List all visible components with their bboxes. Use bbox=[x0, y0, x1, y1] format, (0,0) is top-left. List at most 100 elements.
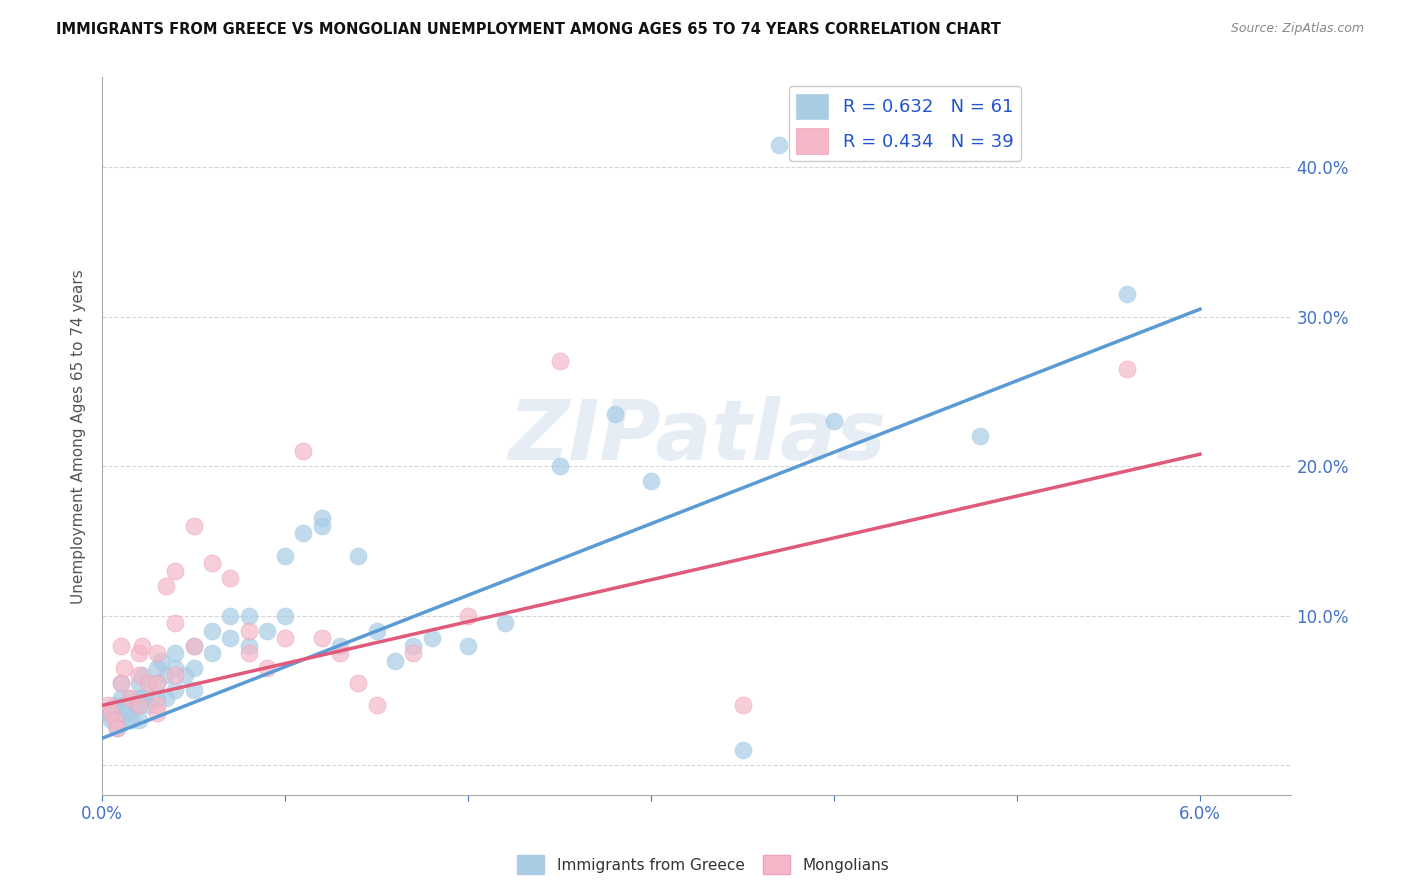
Point bbox=[347, 549, 370, 563]
Text: Source: ZipAtlas.com: Source: ZipAtlas.com bbox=[1230, 22, 1364, 36]
Point bbox=[128, 714, 150, 728]
Point bbox=[311, 511, 333, 525]
Point bbox=[146, 706, 169, 720]
Point bbox=[173, 668, 195, 682]
Point bbox=[165, 661, 187, 675]
Point bbox=[136, 676, 159, 690]
Point bbox=[384, 653, 406, 667]
Point bbox=[201, 557, 224, 571]
Point bbox=[118, 690, 141, 705]
Point bbox=[311, 631, 333, 645]
Point bbox=[110, 714, 132, 728]
Point bbox=[165, 668, 187, 682]
Point bbox=[165, 564, 187, 578]
Point bbox=[100, 706, 122, 720]
Point bbox=[1115, 287, 1137, 301]
Point bbox=[104, 714, 127, 728]
Point bbox=[292, 444, 315, 458]
Point bbox=[100, 714, 122, 728]
Point bbox=[238, 639, 260, 653]
Point bbox=[603, 407, 626, 421]
Point bbox=[183, 519, 205, 533]
Point bbox=[110, 676, 132, 690]
Point bbox=[640, 474, 662, 488]
Legend: R = 0.632   N = 61, R = 0.434   N = 39: R = 0.632 N = 61, R = 0.434 N = 39 bbox=[789, 87, 1021, 161]
Point bbox=[105, 721, 128, 735]
Point bbox=[1115, 362, 1137, 376]
Point bbox=[183, 661, 205, 675]
Point bbox=[136, 698, 159, 713]
Point bbox=[128, 676, 150, 690]
Point bbox=[969, 429, 991, 443]
Point bbox=[823, 414, 845, 428]
Point bbox=[219, 571, 242, 585]
Point bbox=[155, 690, 177, 705]
Point bbox=[155, 579, 177, 593]
Text: IMMIGRANTS FROM GREECE VS MONGOLIAN UNEMPLOYMENT AMONG AGES 65 TO 74 YEARS CORRE: IMMIGRANTS FROM GREECE VS MONGOLIAN UNEM… bbox=[56, 22, 1001, 37]
Point bbox=[457, 639, 479, 653]
Point bbox=[274, 549, 297, 563]
Point bbox=[128, 690, 150, 705]
Point bbox=[165, 616, 187, 631]
Point bbox=[146, 661, 169, 675]
Point bbox=[256, 624, 278, 638]
Point bbox=[366, 698, 388, 713]
Point bbox=[402, 646, 425, 660]
Point bbox=[105, 721, 128, 735]
Point bbox=[146, 690, 169, 705]
Point bbox=[165, 683, 187, 698]
Point bbox=[219, 608, 242, 623]
Point bbox=[274, 608, 297, 623]
Point bbox=[149, 653, 172, 667]
Point bbox=[128, 668, 150, 682]
Point bbox=[183, 639, 205, 653]
Point bbox=[402, 639, 425, 653]
Point bbox=[768, 137, 790, 152]
Point bbox=[128, 698, 150, 713]
Point bbox=[201, 646, 224, 660]
Point bbox=[292, 526, 315, 541]
Point bbox=[131, 668, 153, 682]
Point bbox=[155, 668, 177, 682]
Point bbox=[311, 519, 333, 533]
Point bbox=[146, 676, 169, 690]
Point bbox=[110, 639, 132, 653]
Point bbox=[131, 639, 153, 653]
Point bbox=[256, 661, 278, 675]
Point bbox=[274, 631, 297, 645]
Point bbox=[329, 639, 352, 653]
Point bbox=[118, 690, 141, 705]
Point bbox=[238, 646, 260, 660]
Point bbox=[420, 631, 443, 645]
Point bbox=[238, 624, 260, 638]
Point bbox=[731, 743, 754, 757]
Point bbox=[110, 690, 132, 705]
Point bbox=[104, 698, 127, 713]
Point bbox=[128, 646, 150, 660]
Point bbox=[128, 698, 150, 713]
Point bbox=[183, 639, 205, 653]
Point bbox=[347, 676, 370, 690]
Point bbox=[124, 698, 146, 713]
Point bbox=[115, 706, 138, 720]
Point bbox=[121, 714, 143, 728]
Point bbox=[457, 608, 479, 623]
Point bbox=[548, 459, 571, 474]
Point bbox=[731, 698, 754, 713]
Point bbox=[494, 616, 516, 631]
Point bbox=[97, 706, 120, 720]
Point bbox=[110, 676, 132, 690]
Point bbox=[238, 608, 260, 623]
Point bbox=[136, 676, 159, 690]
Point bbox=[97, 698, 120, 713]
Point bbox=[146, 698, 169, 713]
Point bbox=[183, 683, 205, 698]
Point bbox=[366, 624, 388, 638]
Point bbox=[329, 646, 352, 660]
Point bbox=[201, 624, 224, 638]
Point bbox=[134, 690, 156, 705]
Point bbox=[112, 661, 135, 675]
Point bbox=[219, 631, 242, 645]
Point bbox=[146, 646, 169, 660]
Point bbox=[146, 676, 169, 690]
